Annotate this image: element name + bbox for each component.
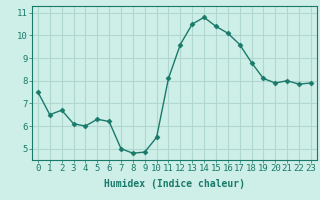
X-axis label: Humidex (Indice chaleur): Humidex (Indice chaleur) [104, 179, 245, 189]
